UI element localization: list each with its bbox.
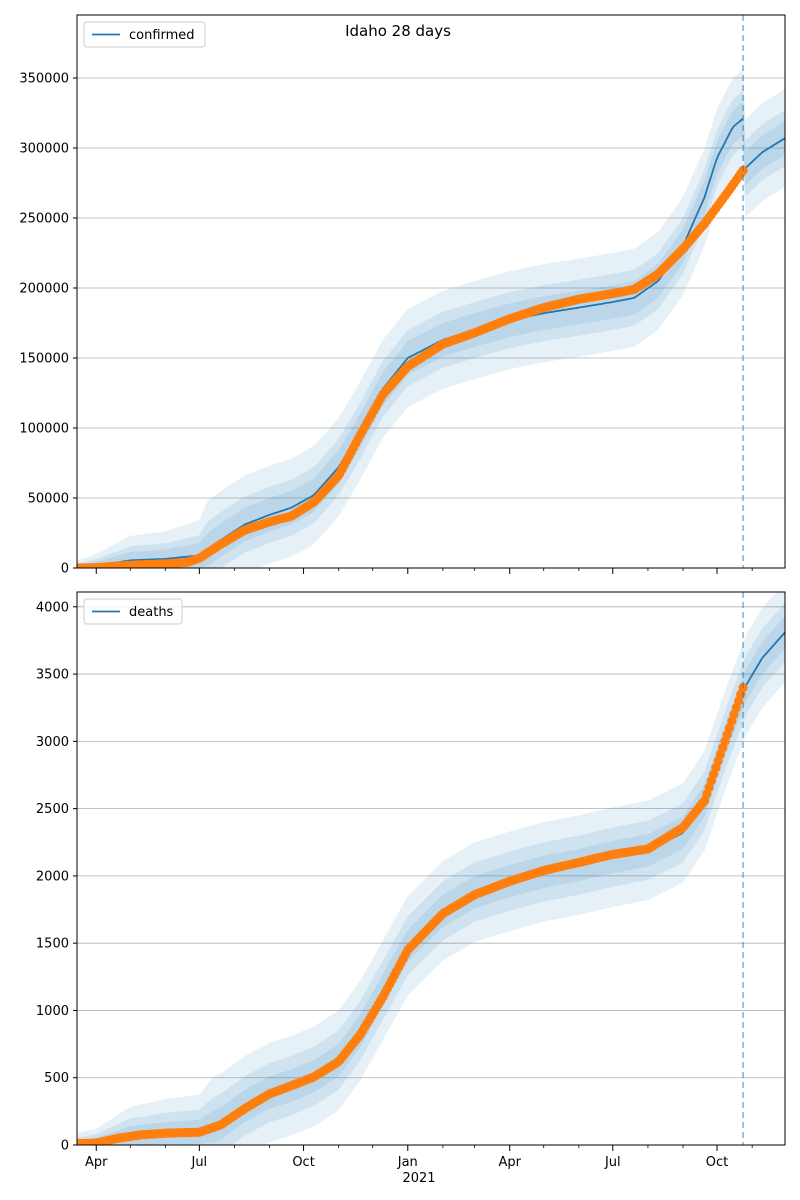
y-tick-label: 300000 <box>19 142 69 157</box>
legend: deaths <box>83 598 183 625</box>
forecast-line <box>742 631 785 691</box>
y-tick-label: 150000 <box>19 352 69 367</box>
x-tick-label: Oct <box>706 1155 728 1170</box>
y-tick-label: 500 <box>44 1071 69 1086</box>
uncertainty-band <box>77 602 785 1145</box>
y-tick-label: 0 <box>61 562 69 577</box>
x-tick-label: Jan <box>397 1155 418 1170</box>
y-tick-label: 1000 <box>36 1004 69 1019</box>
legend-label: confirmed <box>129 28 195 43</box>
uncertainty-band <box>77 69 785 568</box>
plot-area <box>77 592 785 1145</box>
x-tick-label: Oct <box>292 1155 314 1170</box>
y-tick-label: 0 <box>61 1139 69 1154</box>
y-tick-label: 50000 <box>28 492 69 507</box>
y-tick-label: 4000 <box>36 600 69 615</box>
legend-label: deaths <box>129 605 174 620</box>
observed-points <box>77 682 748 1145</box>
legend-box <box>83 21 206 48</box>
deaths-panel: 0 500 1000 1500 2000 2500 3000 3500 4000 Apr Jul Oc… <box>36 591 786 1170</box>
x-year-label: 2021 <box>402 1171 435 1186</box>
axes-frame <box>76 591 786 1146</box>
observed-points <box>77 165 748 568</box>
y-tick-label: 2000 <box>36 869 69 884</box>
uncertainty-band <box>77 90 785 568</box>
figure-title: Idaho 28 days <box>345 22 451 40</box>
y-tick-label: 3000 <box>36 735 69 750</box>
y-tick-label: 3500 <box>36 668 69 683</box>
x-tick-label: Apr <box>85 1155 108 1170</box>
uncertainty-band <box>77 592 785 1145</box>
x-tick-label: Jul <box>604 1155 621 1170</box>
confirmed-line <box>77 117 744 568</box>
uncertainty-band <box>77 101 785 568</box>
y-tick-label: 100000 <box>19 422 69 437</box>
forecast-line <box>742 137 785 172</box>
y-tick-label: 250000 <box>19 212 69 227</box>
confirmed-panel: 0 50000 100000 150000 200000 250000 300000 3500… <box>19 14 786 577</box>
legend-box <box>83 598 183 625</box>
legend: confirmed <box>83 21 206 48</box>
axes-frame <box>76 14 786 569</box>
y-tick-label: 1500 <box>36 937 69 952</box>
y-tick-label: 2500 <box>36 802 69 817</box>
x-tick-label: Apr <box>498 1155 521 1170</box>
y-tick-label: 350000 <box>19 72 69 87</box>
plot-area <box>77 69 785 568</box>
y-tick-label: 200000 <box>19 282 69 297</box>
x-tick-label: Jul <box>190 1155 207 1170</box>
